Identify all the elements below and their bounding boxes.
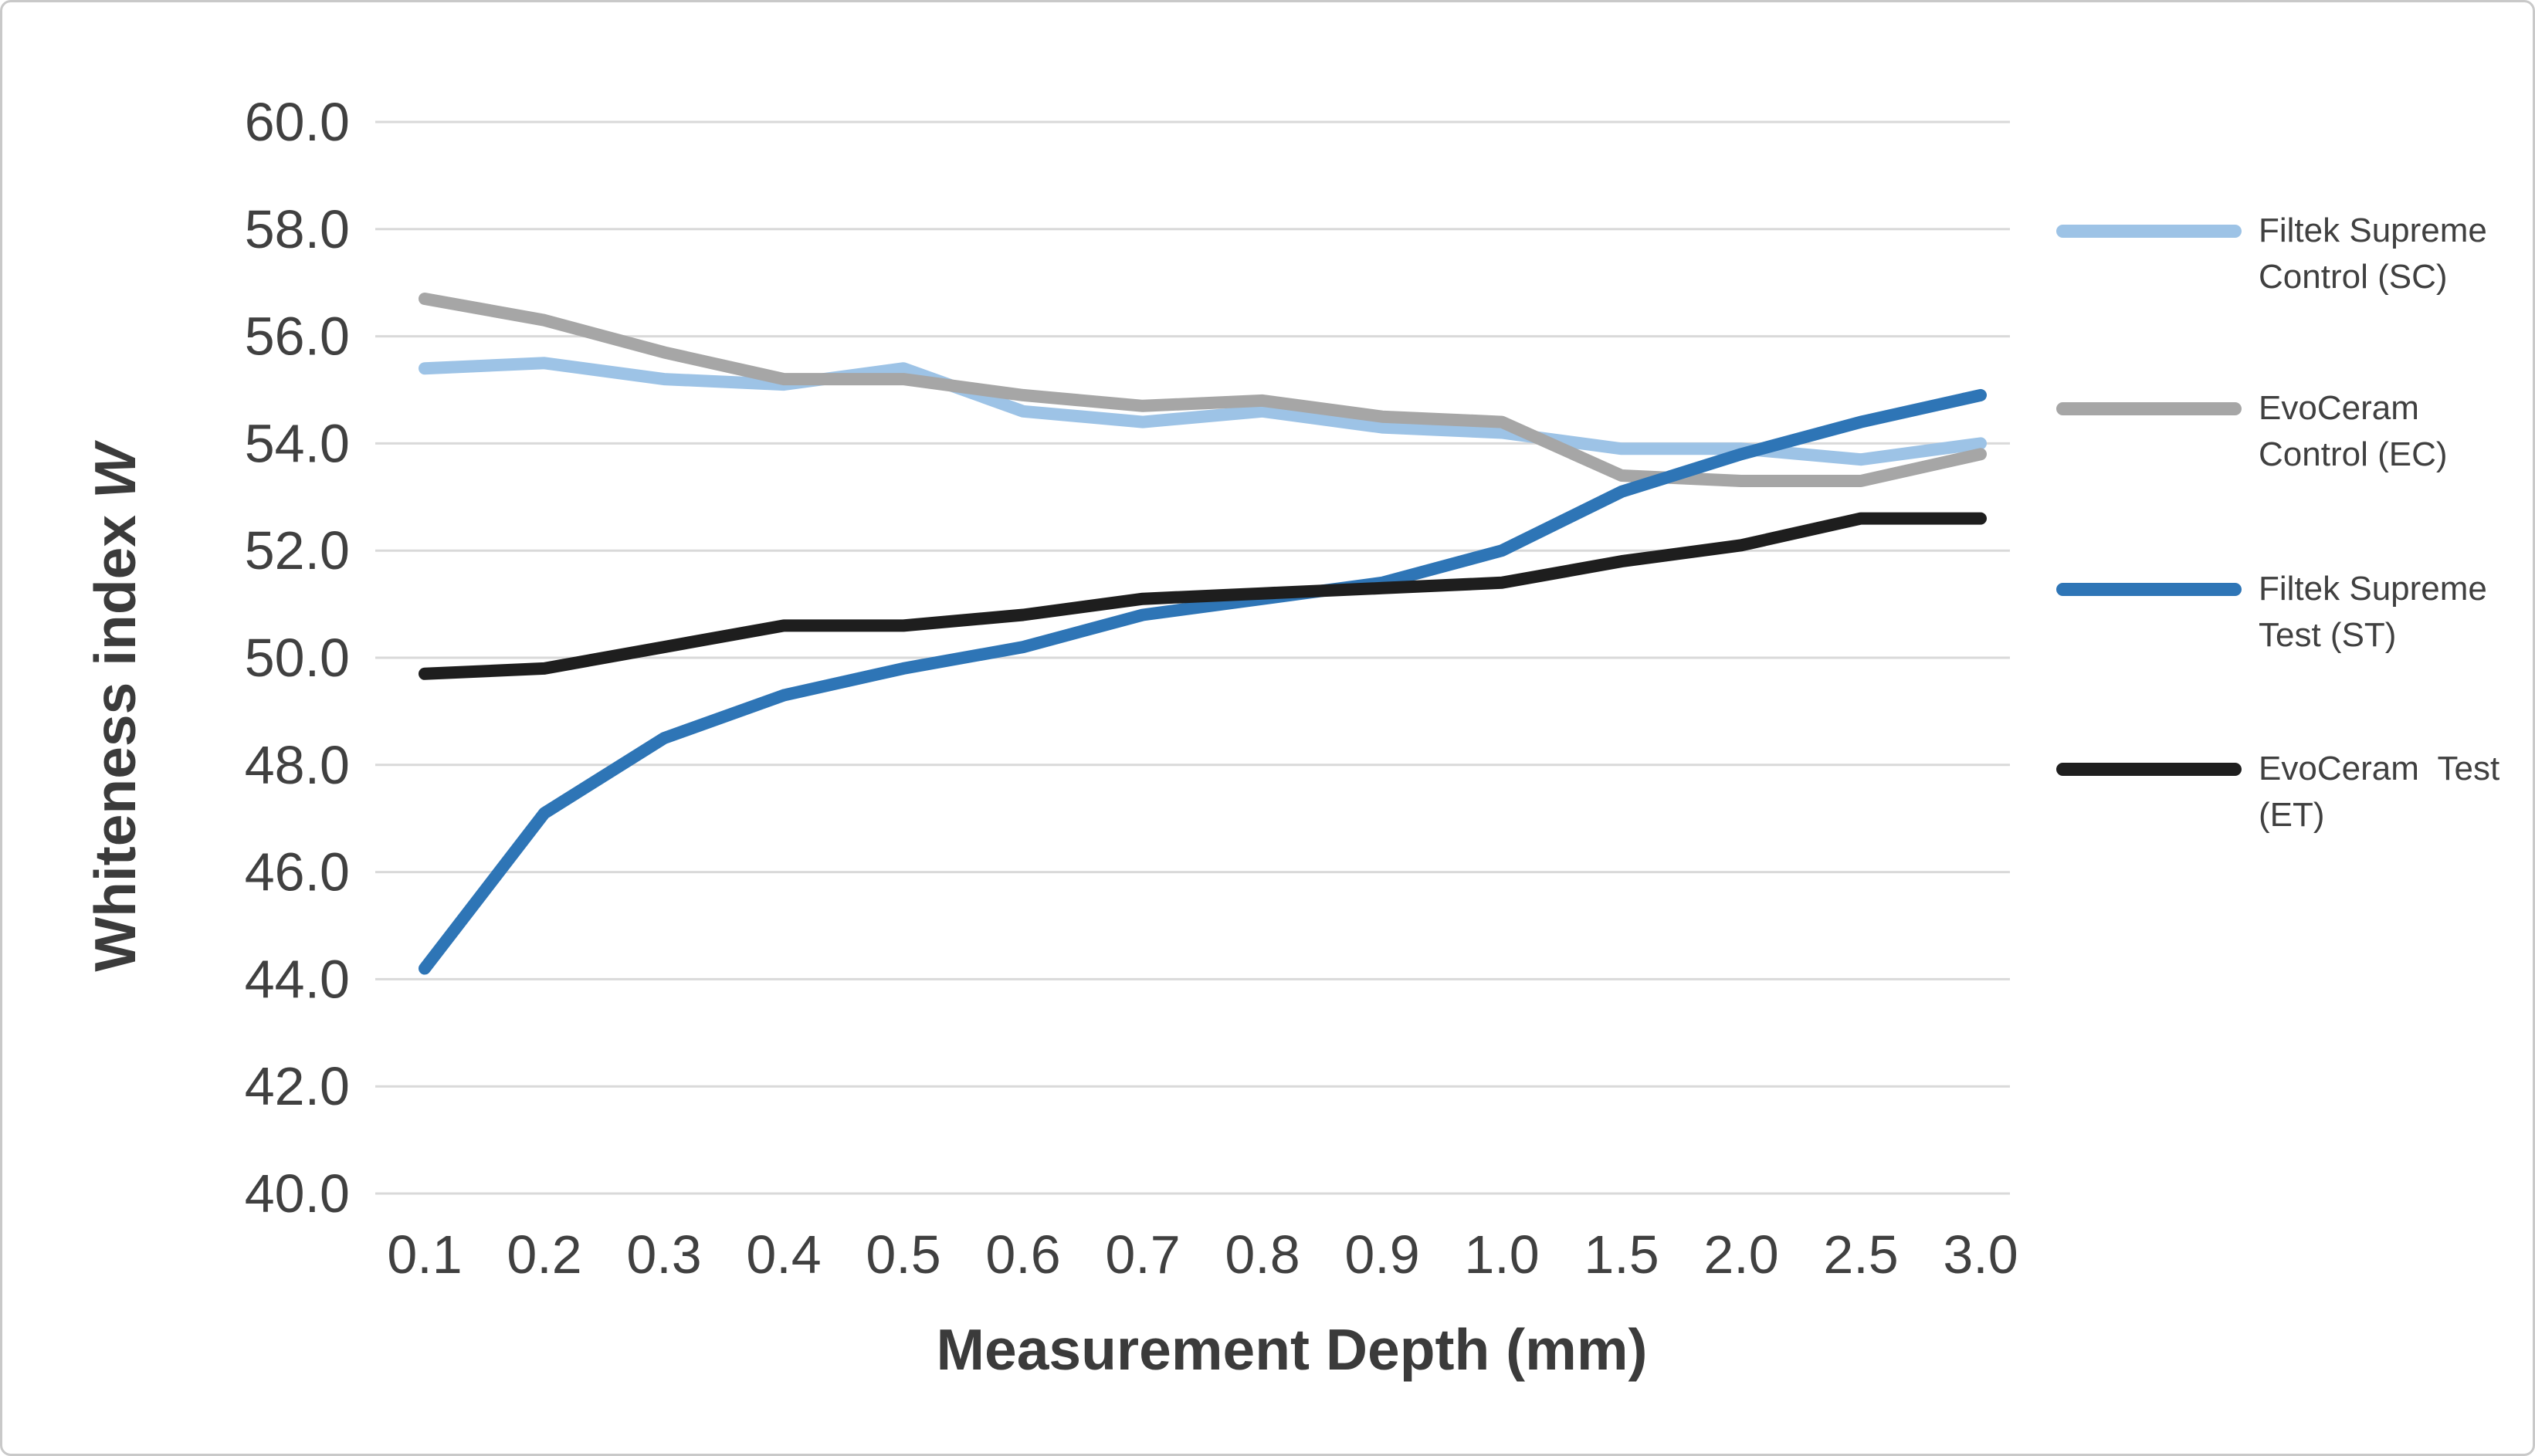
series-line-filtek-supreme-test-st- [419, 388, 1987, 975]
y-tick-label: 46.0 [245, 842, 350, 902]
legend-swatch-line [2056, 402, 2242, 415]
legend-label: Filtek Supreme Test (ST) [2259, 570, 2487, 654]
x-axis-title: Measurement Depth (mm) [936, 1317, 1648, 1382]
legend-swatch-line [2056, 763, 2242, 776]
y-tick-label: 58.0 [245, 199, 350, 259]
legend-label: EvoCeram Control (EC) [2259, 389, 2448, 473]
y-axis-title-variable: W [83, 444, 147, 499]
x-tick-label: 0.2 [507, 1224, 581, 1285]
y-tick-label: 56.0 [245, 306, 350, 367]
series-line-filtek-supreme-control-sc- [419, 357, 1987, 466]
legend-entry: EvoCeram Control (EC) [2056, 385, 2448, 478]
x-tick-label: 2.5 [1823, 1224, 1898, 1285]
x-tick-label: 2.0 [1703, 1224, 1778, 1285]
x-tick-label: 0.4 [746, 1224, 821, 1285]
series-line-evoceram-control-ec- [419, 293, 1987, 487]
y-axis-title: Whiteness index W [82, 444, 148, 971]
legend-entry: Filtek Supreme Test (ST) [2056, 566, 2487, 659]
legend-entry: Filtek Supreme Control (SC) [2056, 208, 2487, 300]
y-tick-label: 42.0 [245, 1056, 350, 1116]
x-tick-label: 0.8 [1225, 1224, 1300, 1285]
y-axis-title-text: Whiteness index [83, 514, 147, 972]
y-tick-label: 48.0 [245, 735, 350, 795]
legend-swatch-line [2056, 225, 2242, 238]
x-tick-label: 0.1 [387, 1224, 462, 1285]
x-tick-label: 1.5 [1584, 1224, 1659, 1285]
x-tick-label: 0.7 [1105, 1224, 1180, 1285]
legend-label: EvoCeram Test (ET) [2259, 750, 2500, 834]
x-tick-label: 0.6 [985, 1224, 1060, 1285]
x-tick-label: 0.3 [626, 1224, 701, 1285]
y-tick-label: 54.0 [245, 413, 350, 473]
x-tick-label: 0.5 [866, 1224, 940, 1285]
x-tick-label: 3.0 [1943, 1224, 2018, 1285]
x-tick-label: 0.9 [1344, 1224, 1419, 1285]
y-tick-label: 60.0 [245, 92, 350, 152]
y-tick-label: 52.0 [245, 520, 350, 581]
y-tick-label: 40.0 [245, 1163, 350, 1224]
y-tick-label: 44.0 [245, 949, 350, 1009]
legend-entry: EvoCeram Test (ET) [2056, 746, 2499, 838]
legend-swatch-line [2056, 583, 2242, 596]
series-line-evoceram-test-et- [419, 512, 1987, 680]
y-tick-label: 50.0 [245, 628, 350, 688]
legend-label: Filtek Supreme Control (SC) [2259, 212, 2487, 296]
x-tick-label: 1.0 [1464, 1224, 1539, 1285]
